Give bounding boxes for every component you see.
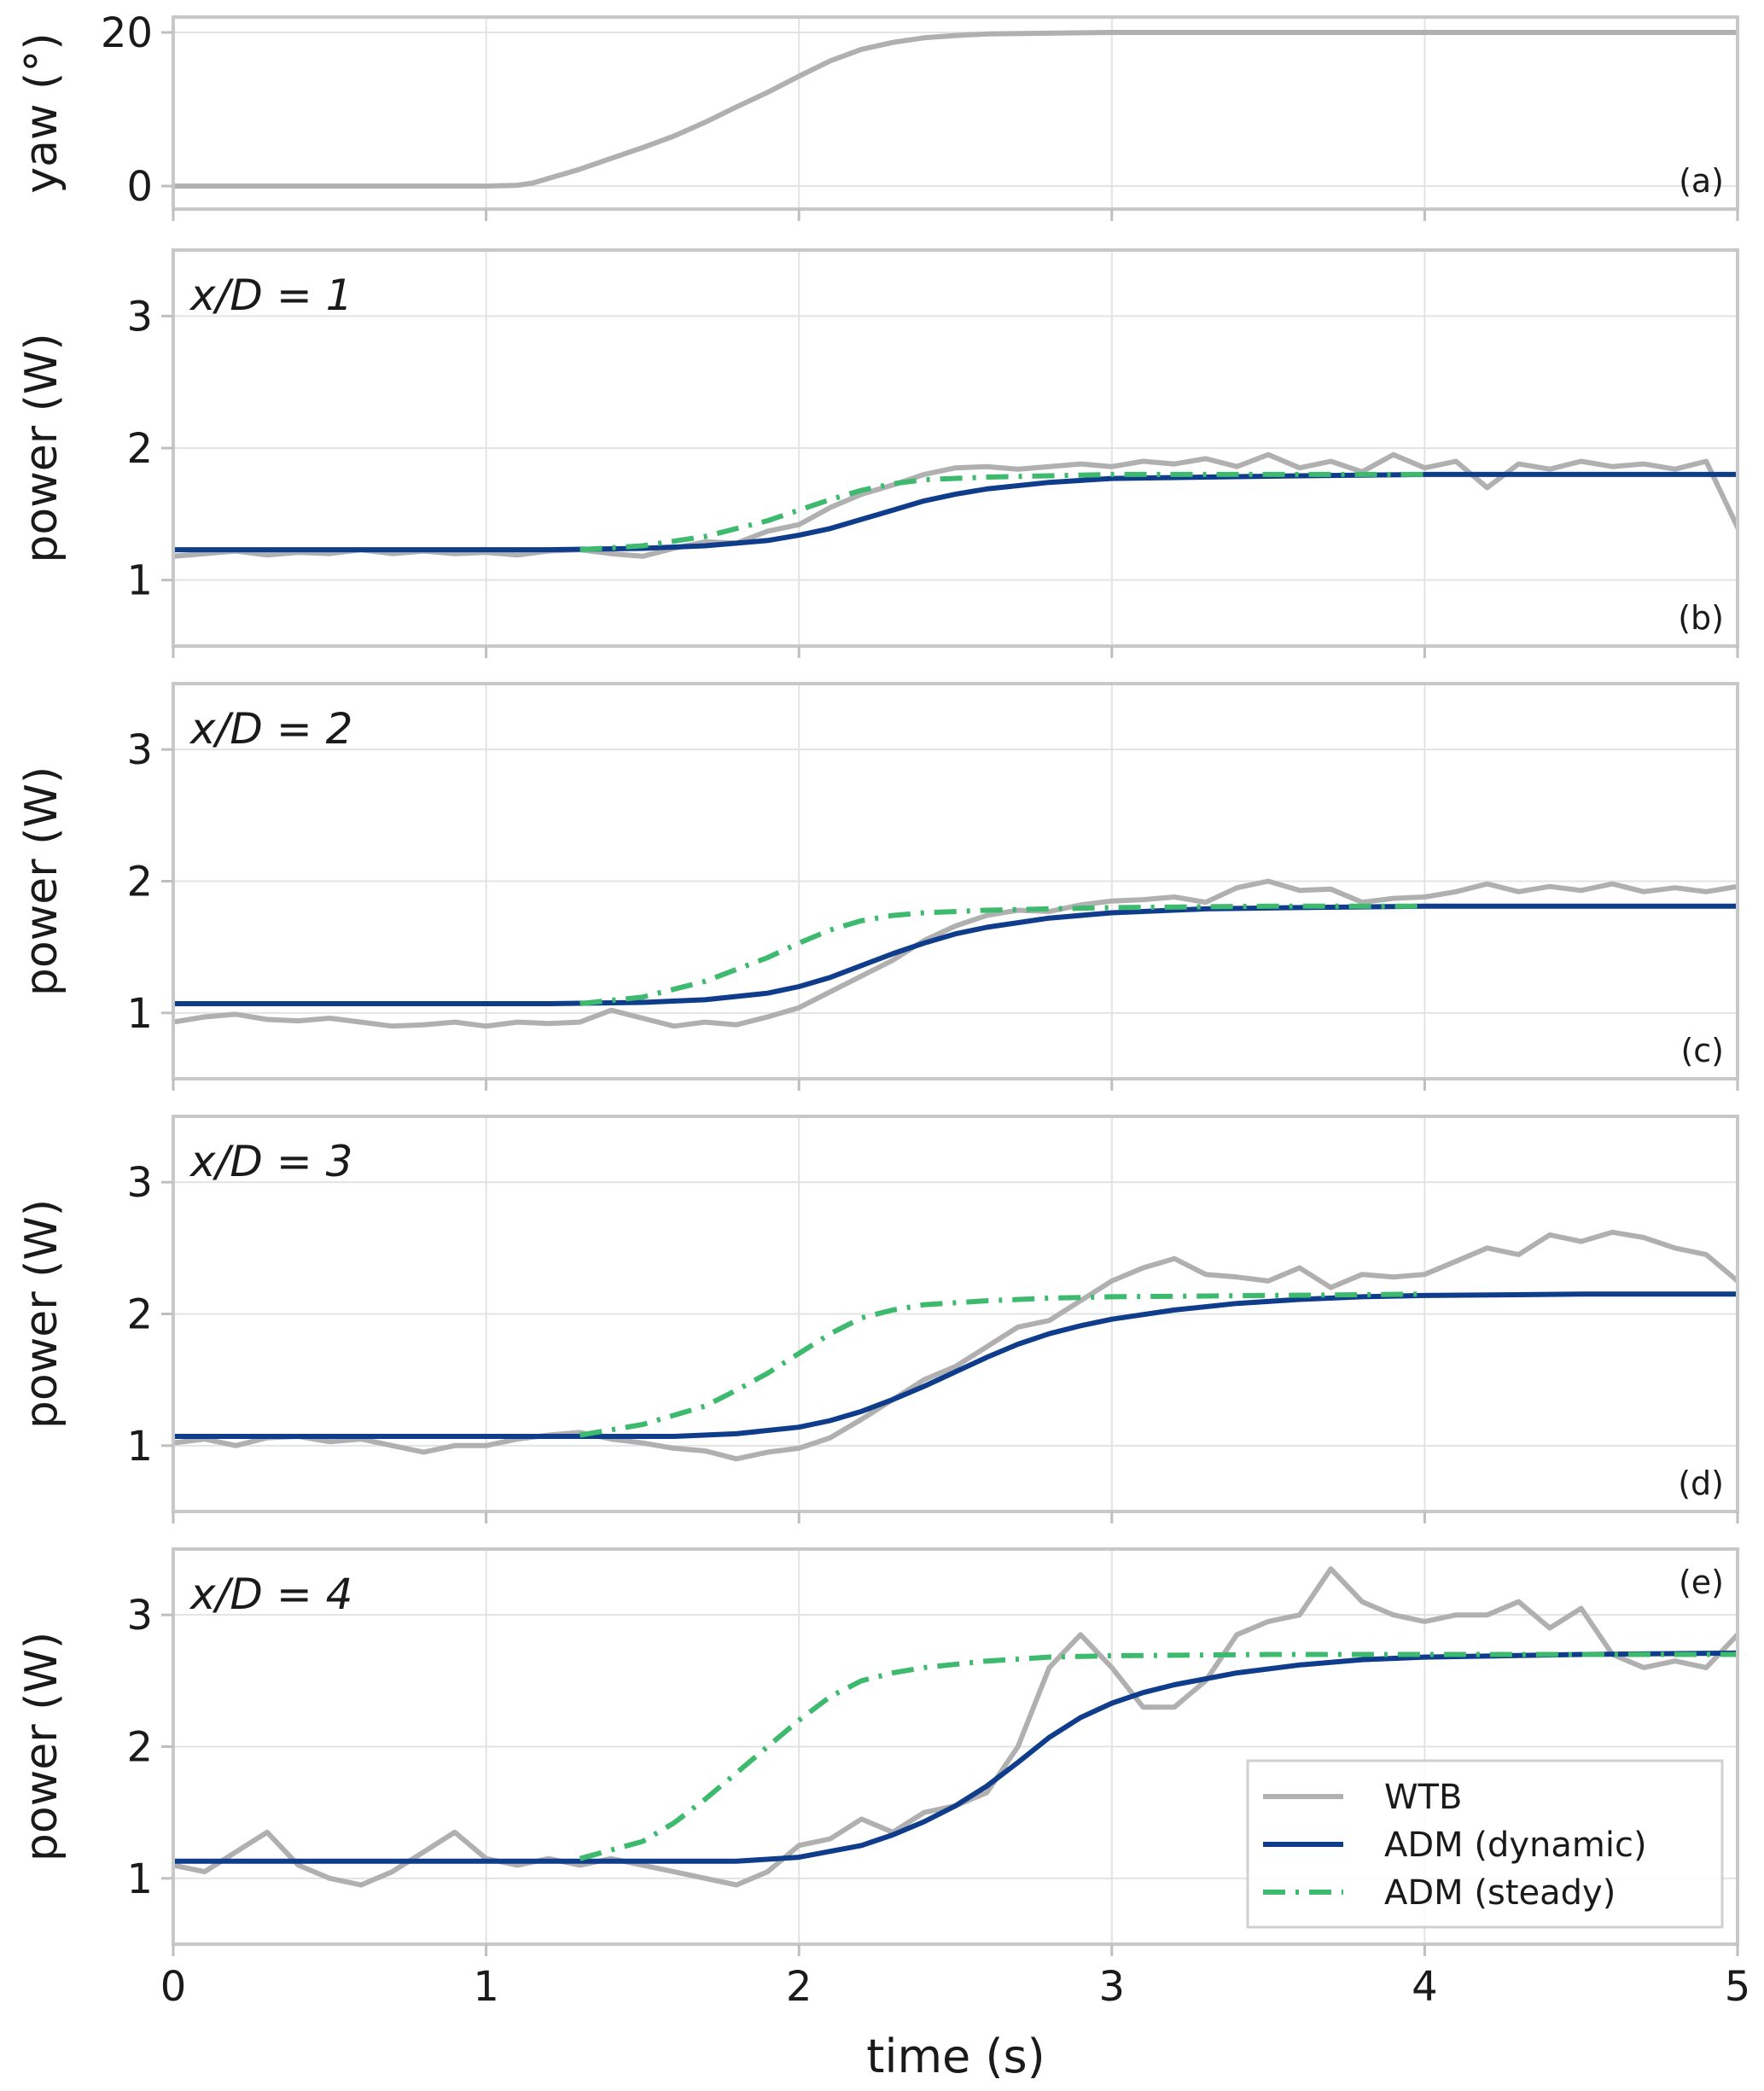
legend-entry-label: ADM (dynamic) <box>1384 1826 1647 1865</box>
y-axis-label: power (W) <box>16 1632 67 1861</box>
series-adm-steady-line <box>579 1651 1738 1861</box>
y-tick-label: 3 <box>126 1159 153 1207</box>
y-tick-label: 2 <box>126 425 153 473</box>
y-tick-label: 20 <box>101 9 153 57</box>
y-tick-label: 1 <box>126 990 153 1038</box>
panel-label: (e) <box>1679 1564 1724 1601</box>
panel-label: (a) <box>1679 162 1724 200</box>
series-yaw-line <box>173 30 1738 189</box>
x-tick-label: 0 <box>160 1963 187 2011</box>
series-adm-dynamic-line <box>173 1650 1738 1864</box>
x-tick-label: 4 <box>1412 1963 1438 2011</box>
x-tick-label: 2 <box>786 1963 812 2011</box>
panel-d: 1 2 3 power (W) (d) x/D = 3 <box>16 1115 1739 1523</box>
y-axis-label: power (W) <box>16 333 67 562</box>
y-tick-label: 1 <box>126 557 153 605</box>
series-adm-dynamic-line <box>173 1291 1738 1439</box>
legend-entry-label: ADM (steady) <box>1384 1873 1616 1913</box>
panel-label: (c) <box>1680 1032 1724 1069</box>
y-tick-label: 0 <box>126 163 153 211</box>
y-tick-label: 3 <box>126 1592 153 1640</box>
panel-label: (b) <box>1678 599 1724 637</box>
y-tick-label: 2 <box>126 859 153 906</box>
y-tick-label: 1 <box>126 1855 153 1903</box>
panel-c: 1 2 3 power (W) (c) x/D = 2 <box>16 682 1739 1091</box>
legend-entry-label: WTB <box>1384 1778 1462 1817</box>
series-wtb-line <box>173 1229 1738 1462</box>
y-tick-label: 3 <box>126 726 153 774</box>
y-tick-label: 2 <box>126 1724 153 1772</box>
y-tick-label: 3 <box>126 293 153 341</box>
panel-a: 0 20 yaw (°) (a) <box>16 9 1739 221</box>
panel-annotation: x/D = 2 <box>189 704 352 754</box>
x-tick-label: 3 <box>1099 1963 1126 2011</box>
x-tick-label: 5 <box>1725 1963 1751 2011</box>
panel-annotation: x/D = 3 <box>189 1137 352 1186</box>
x-tick-label: 1 <box>473 1963 499 2011</box>
legend: WTB ADM (dynamic) ADM (steady) <box>1246 1759 1724 1929</box>
series-adm-dynamic-line <box>173 471 1738 553</box>
panel-label: (d) <box>1678 1465 1724 1502</box>
y-tick-label: 1 <box>126 1423 153 1471</box>
panel-b: 1 2 3 power (W) (b) x/D = 1 <box>16 248 1739 658</box>
y-tick-label: 2 <box>126 1291 153 1339</box>
series-adm-steady-line <box>579 1291 1425 1438</box>
panel-e: 1 2 3 0 1 2 3 4 5 power (W) (e) x/D = 4 <box>16 1547 1751 2011</box>
x-axis-label: time (s) <box>866 2030 1045 2083</box>
series-adm-steady-line <box>579 903 1425 1006</box>
panel-annotation: x/D = 1 <box>189 271 352 320</box>
series-wtb-line <box>173 451 1738 559</box>
y-axis-label: yaw (°) <box>16 32 67 193</box>
axes-frame <box>172 15 1739 211</box>
y-axis-label: power (W) <box>16 1199 67 1429</box>
y-axis-label: power (W) <box>16 766 67 996</box>
panel-annotation: x/D = 4 <box>189 1570 352 1619</box>
series-wtb-line <box>173 878 1738 1029</box>
series-adm-dynamic-line <box>173 903 1738 1006</box>
